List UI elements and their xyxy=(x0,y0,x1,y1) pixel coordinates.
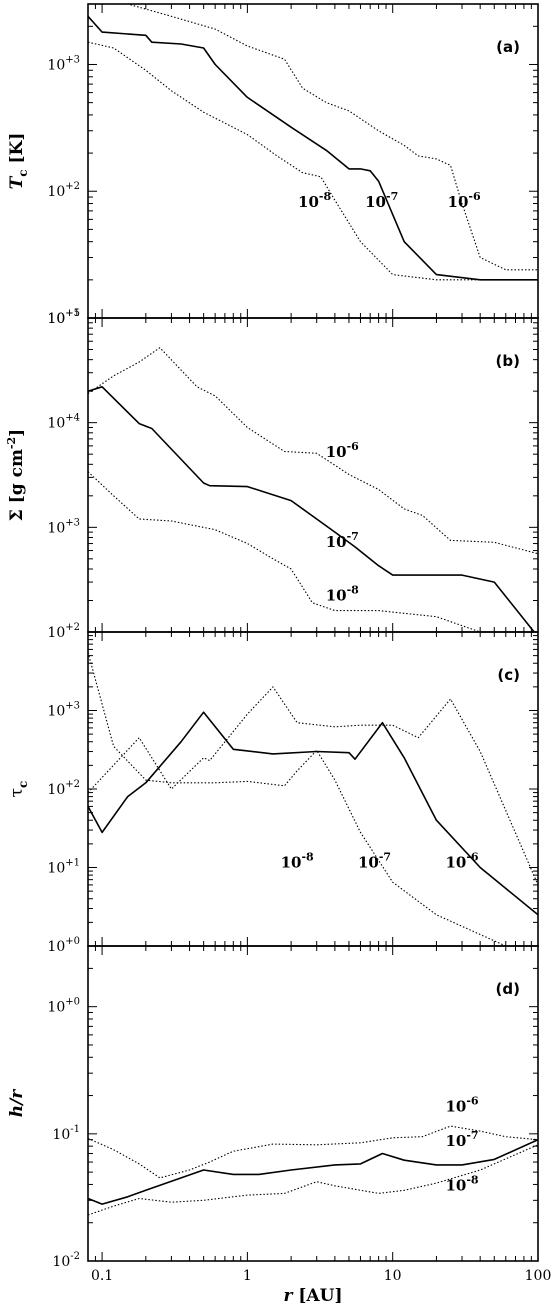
y-tick-label: 10+0 xyxy=(47,997,80,1016)
y-tick-label: 10+4 xyxy=(47,413,80,432)
series-line-10-7 xyxy=(88,711,538,916)
series-line-10-6 xyxy=(88,347,538,555)
y-tick-label: 10+3 xyxy=(47,517,80,536)
plot-frame xyxy=(87,631,539,947)
panel-tag: (a) xyxy=(496,38,520,56)
curve-label: 10-8 xyxy=(298,190,331,211)
y-tick-label: 10+5 xyxy=(47,308,80,327)
curve-label: 10-6 xyxy=(448,190,481,211)
panel-b: 10+2 10+3 10+4 10+5 Σ [g cm-2] (b) 10-6 10-7 10-… xyxy=(5,308,539,641)
y-tick-label: 10-2 xyxy=(52,1251,80,1270)
curve-label: 10-7 xyxy=(365,190,398,211)
x-tick-label: 0.1 xyxy=(91,1268,113,1284)
x-axis-label: r [AU] xyxy=(284,1286,343,1306)
y-tick-label: 10+3 xyxy=(47,701,80,720)
plot-frame xyxy=(87,3,539,319)
series-line-10-7 xyxy=(88,386,536,632)
curve-label: 10-6 xyxy=(445,851,478,872)
curve-label: 10-8 xyxy=(326,583,359,604)
series-line-10-6 xyxy=(88,686,538,886)
curve-label: 10-6 xyxy=(326,440,359,461)
panel-c: 10+0 10+1 10+2 10+3 τc (c) 10-8 10-7 10-6 xyxy=(7,631,539,955)
y-tick-label: 10+3 xyxy=(47,54,80,73)
panel-tag: (b) xyxy=(496,352,520,370)
y-tick-label: 10-1 xyxy=(52,1124,80,1143)
curve-label: 10-8 xyxy=(445,1173,478,1194)
y-tick-label: 10+2 xyxy=(47,181,80,200)
panel-d: 10-2 10-1 10+0 0.1 1 10 100 r [AU] h/r (d) 10-6 10-… xyxy=(7,945,552,1306)
panel-a: 10+1 10+2 10+3 Tc [K] (a) 10-8 10-7 10-6 xyxy=(7,3,539,327)
y-axis-label: Σ [g cm-2] xyxy=(5,429,27,521)
curve-label: 10-7 xyxy=(326,530,359,551)
series-line-10-7 xyxy=(88,1138,538,1205)
x-tick-label: 1 xyxy=(243,1268,252,1284)
curve-label: 10-7 xyxy=(358,851,391,872)
series-line-10-8 xyxy=(88,652,507,946)
series-line-10-8 xyxy=(88,471,482,632)
curve-label: 10-8 xyxy=(281,851,314,872)
y-axis-label: h/r xyxy=(7,1089,27,1118)
panel-tag: (c) xyxy=(497,666,520,684)
curve-label: 10-6 xyxy=(445,1094,478,1115)
plot-frame xyxy=(87,317,539,633)
y-tick-label: 10+1 xyxy=(47,858,80,877)
panel-tag: (d) xyxy=(496,980,520,998)
y-axis-label: Tc [K] xyxy=(7,133,30,190)
y-tick-label: 10+2 xyxy=(47,622,80,641)
y-tick-label: 10+0 xyxy=(47,936,80,955)
series-line-10-6 xyxy=(88,1125,538,1179)
y-tick-label: 10+2 xyxy=(47,779,80,798)
y-tick-label: 10+1 xyxy=(47,308,80,327)
plot-frame xyxy=(87,945,539,1262)
curve-label: 10-7 xyxy=(445,1129,478,1150)
x-tick-label: 10 xyxy=(384,1268,402,1284)
series-line-10-6 xyxy=(126,4,538,271)
series-line-10-8 xyxy=(88,41,538,281)
x-tick-label: 100 xyxy=(525,1268,552,1284)
series-line-10-7 xyxy=(88,15,538,281)
series-line-10-8 xyxy=(88,1144,538,1216)
y-axis-label: τc xyxy=(7,781,30,798)
